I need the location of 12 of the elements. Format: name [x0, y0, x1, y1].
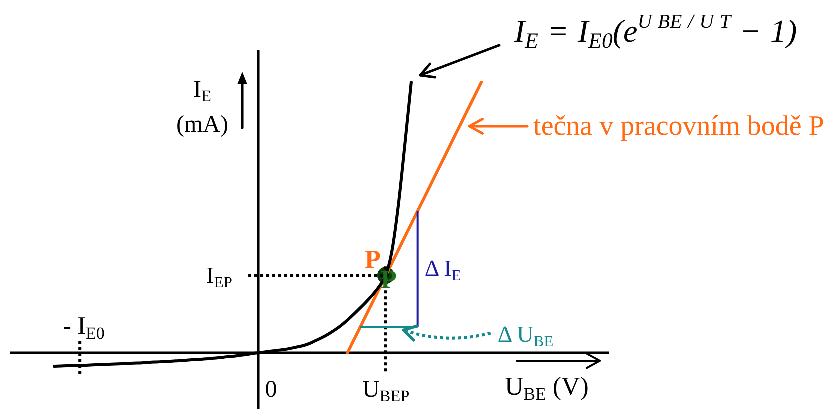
annotation: I$_{EP}$	[206, 262, 232, 291]
y-axis-title: I$_{E}$ (mA)	[176, 76, 228, 140]
annotation: Δ I$_{E}$	[424, 256, 462, 285]
x-tick-label: U$_{BEP}$	[362, 376, 410, 406]
x-tick-label: 0	[265, 376, 278, 404]
annotation: Δ U$_{BE}$	[498, 322, 554, 351]
x-axis-title: U$_{BE}$ (V)	[505, 372, 589, 404]
legend-label: tečna v pracovním bodě P	[534, 110, 824, 142]
series-label: P	[364, 244, 381, 274]
annotation: - I$_{E0}$	[63, 312, 105, 342]
text: I$_{E}$ = I$_{E0}$(e$^{U BE / U T}$ − 1)	[514, 12, 798, 54]
annotation: P	[380, 265, 397, 294]
